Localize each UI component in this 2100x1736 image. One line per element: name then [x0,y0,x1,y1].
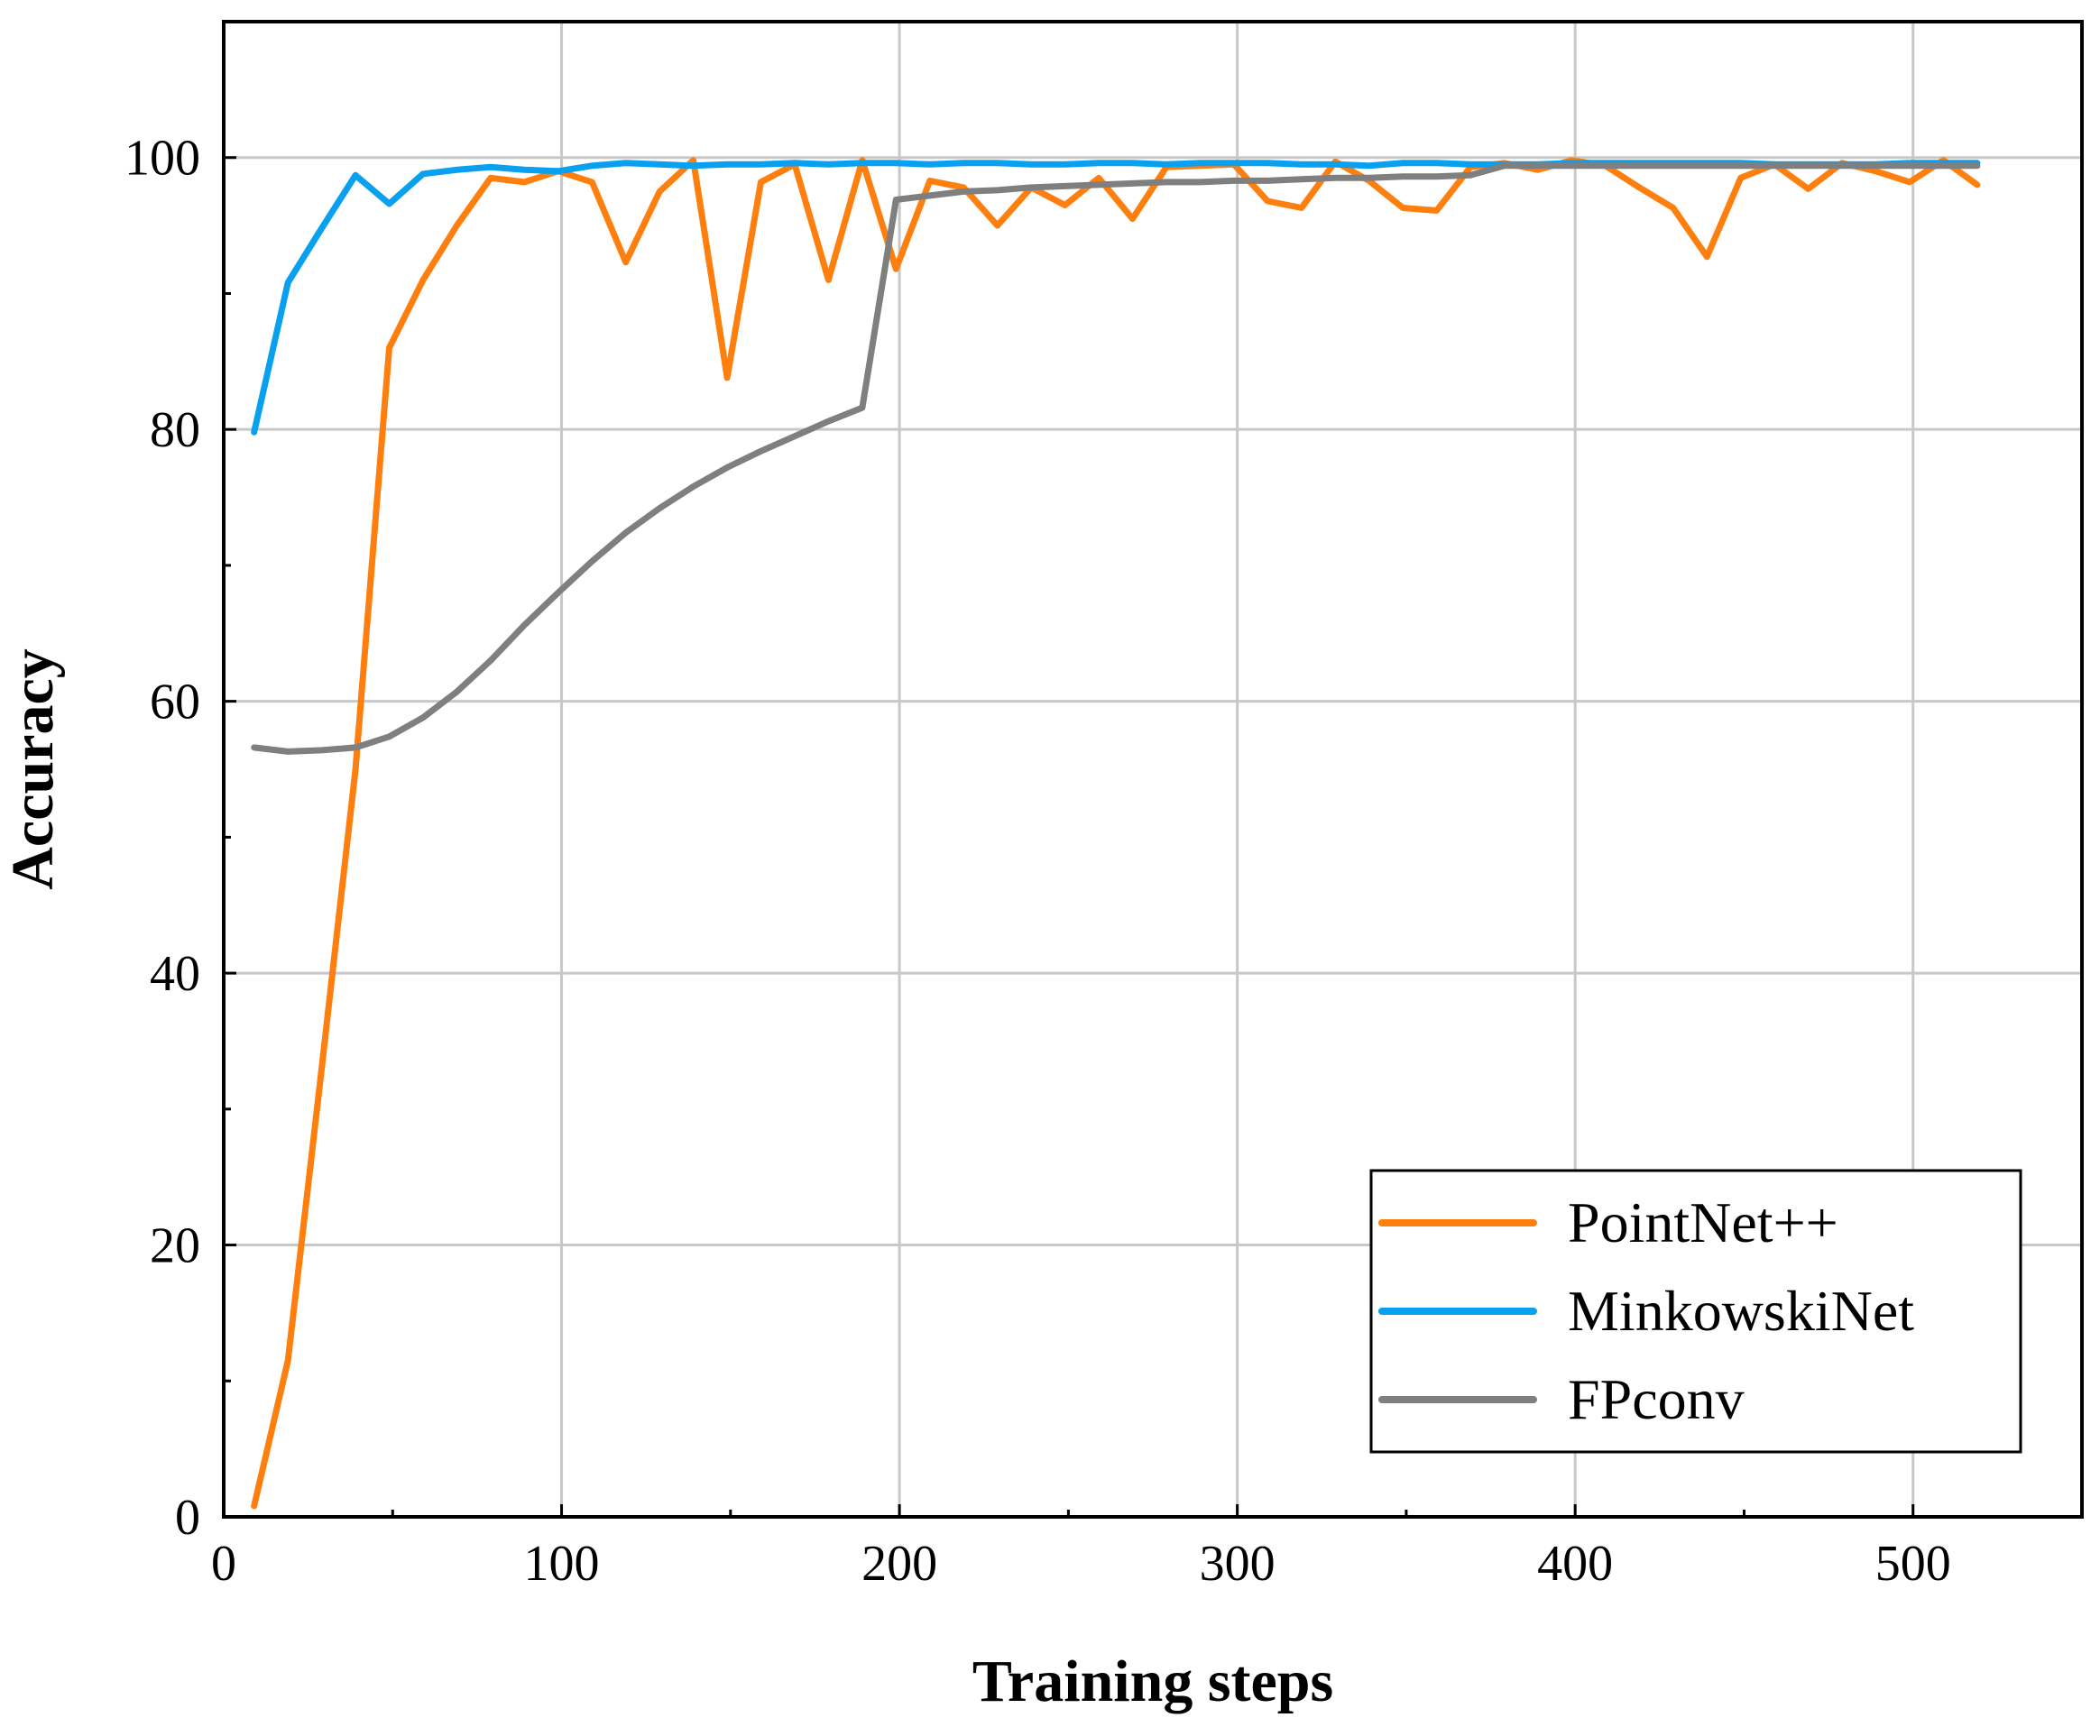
y-tick-label: 100 [124,131,200,187]
x-tick-label: 300 [1200,1536,1276,1592]
x-tick-label: 500 [1875,1536,1951,1592]
y-tick-label: 20 [150,1218,200,1274]
legend-label-fpconv: FPconv [1568,1367,1745,1431]
x-tick-label: 0 [211,1536,236,1592]
x-axis-title: Training steps [972,1649,1333,1714]
legend: PointNet++ MinkowskiNet FPconv [1369,1169,2022,1454]
series-line-pointnet [251,157,1981,1510]
legend-label-minkowskinet: MinkowskiNet [1568,1279,1914,1343]
y-tick-label: 0 [175,1490,200,1546]
series-line-fpconv [251,162,1981,755]
legend-label-pointnet: PointNet++ [1568,1190,1838,1254]
x-tick-label: 400 [1537,1536,1613,1592]
plot-frame [222,20,2084,1519]
y-tick-label: 60 [150,675,200,730]
grid [224,22,2082,1517]
y-tick-label: 40 [150,946,200,1002]
x-tick-label: 100 [524,1536,600,1592]
x-tick-label: 200 [861,1536,937,1592]
y-axis-title: Accuracy [0,648,66,890]
axis-ticks: 0 100 200 300 400 500 0 20 40 60 80 100 [124,131,1951,1592]
y-tick-label: 80 [150,402,200,458]
series-group [251,157,1981,1510]
